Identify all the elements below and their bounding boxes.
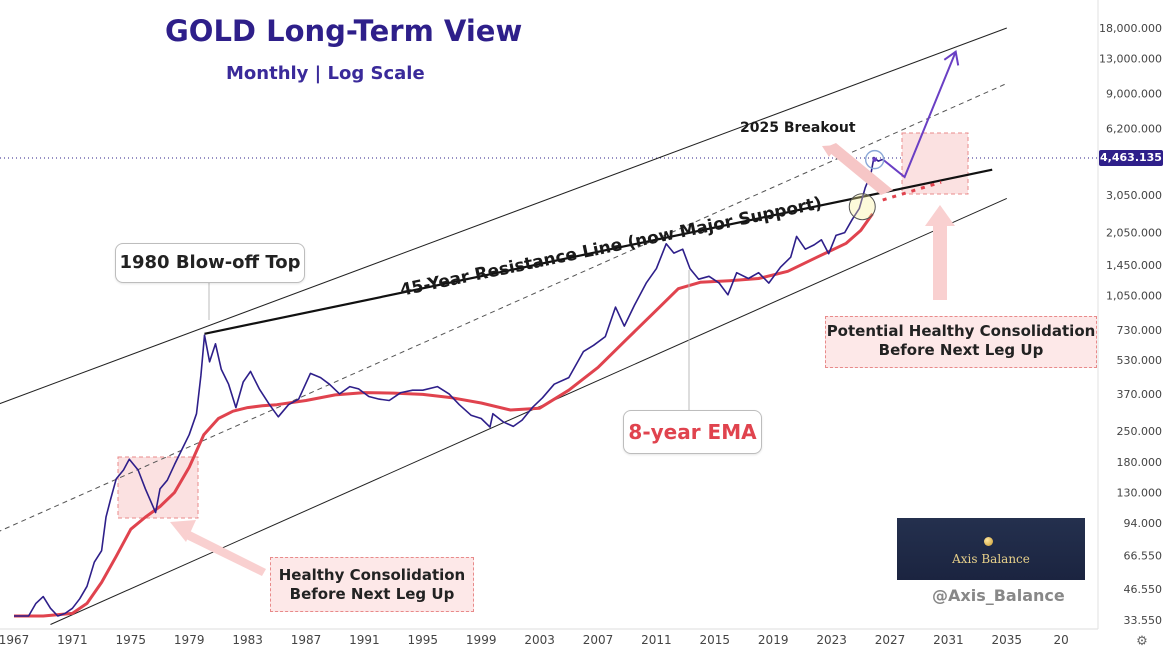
- last-price-badge: 4,463.135: [1099, 150, 1163, 166]
- x-tick-label: 2015: [700, 633, 731, 647]
- projection-arrowhead: [943, 49, 960, 66]
- consolidation-future-callout: Potential Healthy Consolidation Before N…: [825, 316, 1097, 368]
- consolidation-1975-arrow-body: [182, 529, 266, 576]
- consolidation-future-arrow-head: [925, 205, 955, 226]
- y-tick-label: 370.000: [1117, 388, 1163, 401]
- price-line: [14, 156, 883, 617]
- y-tick-label: 94.000: [1124, 517, 1163, 530]
- consolidation-future-arrow-body: [933, 225, 947, 300]
- consolidation-future-line2: Before Next Leg Up: [878, 341, 1044, 359]
- y-tick-label: 1,050.000: [1106, 290, 1162, 303]
- x-tick-label: 2027: [875, 633, 906, 647]
- breakout-arrow-body: [824, 143, 893, 195]
- x-tick-label: 1995: [408, 633, 439, 647]
- blowoff-top-label: 1980 Blow-off Top: [119, 252, 301, 273]
- y-tick-label: 180.000: [1117, 456, 1163, 469]
- x-tick-label: 1971: [57, 633, 88, 647]
- ema-callout: 8-year EMA: [623, 410, 762, 454]
- sun-icon: [984, 537, 993, 546]
- x-tick-label: 1967: [0, 633, 29, 647]
- support-extension-dashes: [882, 180, 942, 202]
- y-tick-label: 3,050.000: [1106, 189, 1162, 202]
- x-tick-label: 1979: [174, 633, 205, 647]
- x-tick-label: 2011: [641, 633, 672, 647]
- settings-icon: ⚙: [1136, 634, 1148, 649]
- x-tick-label: 1975: [116, 633, 147, 647]
- channel-mid-line: [0, 82, 1008, 532]
- y-axis: 18,000.000 13,000.000 9,000.000 6,200.000 3,…: [1099, 22, 1162, 627]
- y-tick-label: 1,450.000: [1106, 259, 1162, 272]
- consolidation-1975-callout: Healthy Consolidation Before Next Leg Up: [270, 557, 474, 612]
- y-tick-label: 66.550: [1124, 549, 1163, 562]
- x-tick-label: 2003: [524, 633, 555, 647]
- channel-upper-line: [0, 27, 1007, 405]
- breakout-label: 2025 Breakout: [740, 120, 856, 136]
- y-tick-label: 530.000: [1117, 354, 1163, 367]
- consolidation-1975-line1: Healthy Consolidation: [278, 566, 466, 584]
- y-tick-label: 250.000: [1117, 425, 1163, 438]
- breakout-circle: [848, 193, 876, 221]
- resistance-line: [204, 168, 993, 335]
- blowoff-top-callout: 1980 Blow-off Top: [115, 243, 305, 283]
- x-tick-label: 1987: [291, 633, 322, 647]
- y-tick-label: 33.550: [1124, 614, 1163, 627]
- x-tick-label: 1999: [466, 633, 497, 647]
- x-tick-label: 2023: [816, 633, 847, 647]
- consolidation-1975-arrow-head: [170, 520, 196, 542]
- consolidation-1975-line2: Before Next Leg Up: [289, 585, 455, 603]
- ema-label: 8-year EMA: [628, 420, 757, 444]
- chart-title: GOLD Long-Term View: [165, 14, 523, 48]
- resistance-label: 45-Year Resistance Line (now Major Suppo…: [398, 193, 823, 300]
- y-tick-label: 9,000.000: [1106, 87, 1162, 100]
- y-tick-label: 2,050.000: [1106, 227, 1162, 240]
- x-tick-label: 2007: [583, 633, 614, 647]
- x-axis: 1967 1971 1975 1979 1983 1987 1991 1995 1999 2003…: [0, 633, 1148, 649]
- consolidation-box-future: [901, 132, 969, 195]
- price-circle: [864, 149, 885, 170]
- projection-path: [882, 51, 957, 179]
- y-tick-label: 13,000.000: [1099, 53, 1162, 66]
- price-dot: [872, 157, 877, 162]
- series-lines: [14, 49, 993, 618]
- y-tick-label: 46.550: [1124, 583, 1163, 596]
- watermark-handle: @Axis_Balance: [932, 586, 1065, 605]
- x-tick-label: 1991: [349, 633, 380, 647]
- x-tick-label: 20: [1054, 633, 1069, 647]
- chart-subtitle: Monthly | Log Scale: [226, 63, 425, 84]
- x-tick-label: 2019: [758, 633, 789, 647]
- watermark-brand: Axis Balance: [952, 552, 1030, 566]
- breakout-arrow-head: [822, 145, 838, 157]
- y-tick-label: 130.000: [1117, 486, 1163, 499]
- y-tick-label: 730.000: [1117, 324, 1163, 337]
- y-tick-label: 6,200.000: [1106, 122, 1162, 135]
- x-tick-label: 1983: [232, 633, 263, 647]
- consolidation-future-line1: Potential Healthy Consolidation: [826, 322, 1096, 340]
- x-tick-label: 2035: [992, 633, 1023, 647]
- watermark-logo: Axis Balance: [897, 518, 1085, 580]
- y-tick-label: 18,000.000: [1099, 22, 1162, 35]
- x-tick-label: 2031: [933, 633, 964, 647]
